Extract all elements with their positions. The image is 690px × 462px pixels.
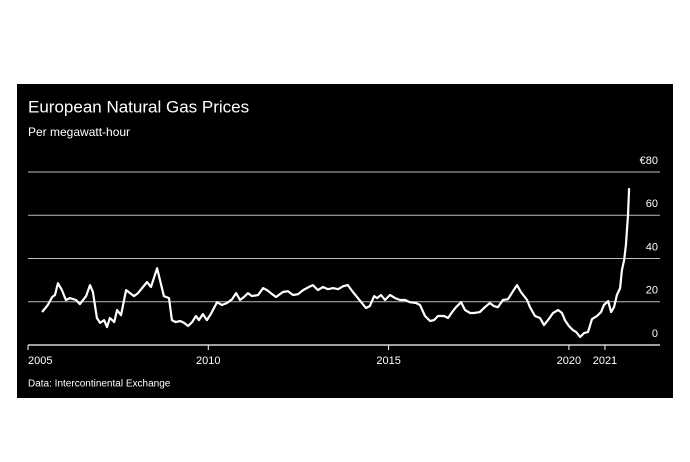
source: Data: Intercontinental Exchange [28,379,171,390]
y-tick-label: 40 [646,241,658,253]
chart-subtitle: Per megawatt-hour [28,125,130,139]
y-tick-label: 20 [646,285,658,297]
y-tick-label: 0 [652,328,658,340]
x-tick-label: 2010 [196,355,220,367]
x-tick-label: 2020 [557,355,581,367]
x-tick-label: 2021 [593,355,617,367]
chart-title: European Natural Gas Prices [28,97,249,116]
x-tick-label: 2005 [28,355,52,367]
panel [17,84,673,398]
line [41,188,631,339]
x-tick-label: 2015 [376,355,400,367]
y-tick-label: €80 [640,155,658,167]
y-tick-label: 60 [646,198,658,210]
